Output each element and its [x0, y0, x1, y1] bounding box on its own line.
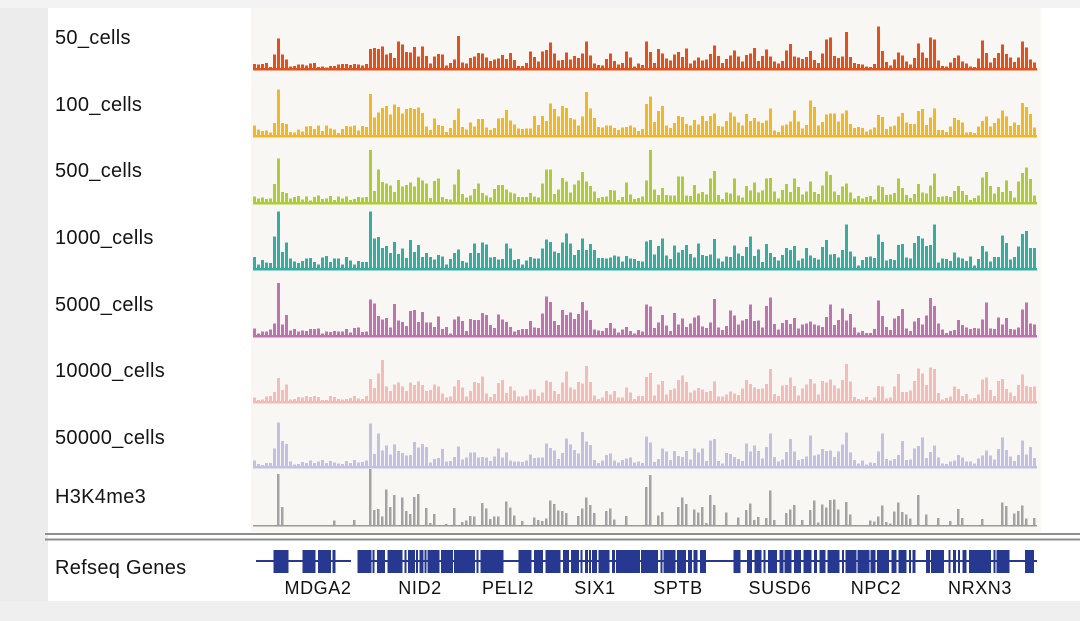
track-separator-lines	[45, 533, 1080, 541]
signal-track-50-cells	[253, 26, 1037, 71]
track-label-h3k4me3: H3K4me3	[55, 486, 147, 508]
track-label-50000-cells: 50000_cells	[55, 427, 166, 449]
signal-track-500-cells	[253, 150, 1037, 205]
page-margin-bottom	[0, 601, 1080, 621]
page-margin-top	[0, 0, 1080, 8]
page-margin-left	[0, 0, 48, 621]
signal-track-h3k4me3	[253, 469, 1037, 527]
track-label-10000-cells: 10000_cells	[55, 360, 166, 382]
track-label-500-cells: 500_cells	[55, 160, 143, 182]
gene-label-susd6: SUSD6	[748, 578, 812, 598]
signal-track-10000-cells	[253, 359, 1037, 404]
refseq-genes-track	[256, 550, 1037, 573]
gene-label-six1: SIX1	[574, 578, 616, 598]
track-label-50-cells: 50_cells	[55, 27, 131, 49]
track-label-1000-cells: 1000_cells	[55, 227, 154, 249]
signal-track-5000-cells	[253, 283, 1037, 338]
signal-track-100-cells	[253, 89, 1037, 138]
gene-label-peli2: PELI2	[481, 578, 535, 598]
gene-label-mdga2: MDGA2	[284, 578, 352, 598]
track-label-100-cells: 100_cells	[55, 94, 143, 116]
gene-label-nrxn3: NRXN3	[947, 578, 1013, 598]
gene-label-nid2: NID2	[398, 578, 442, 598]
track-label-refseq-genes: Refseq Genes	[55, 557, 187, 579]
gene-label-npc2: NPC2	[850, 578, 902, 598]
signal-track-1000-cells	[253, 211, 1037, 271]
gene-label-sptb: SPTB	[653, 578, 703, 598]
signal-track-50000-cells	[253, 422, 1037, 469]
track-label-5000-cells: 5000_cells	[55, 294, 154, 316]
